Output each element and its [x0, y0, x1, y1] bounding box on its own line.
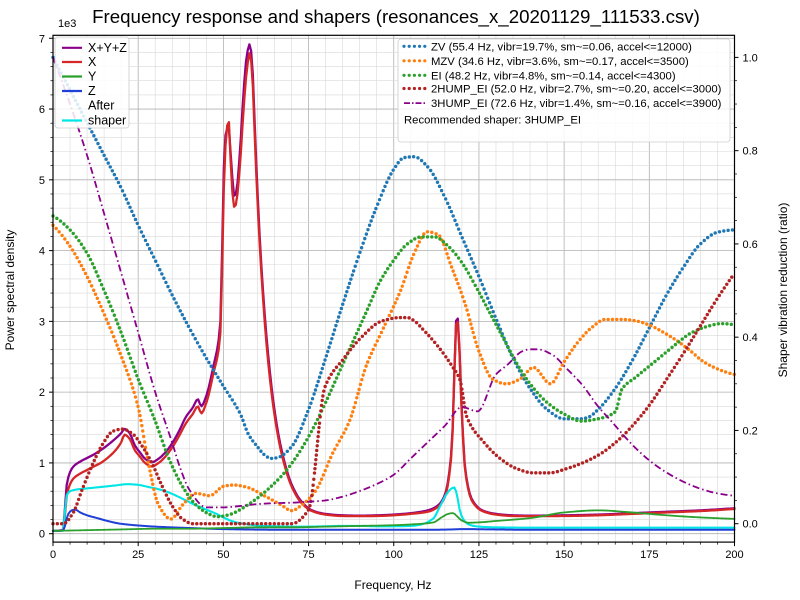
svg-text:3HUMP_EI (72.6 Hz, vibr=1.4%,: 3HUMP_EI (72.6 Hz, vibr=1.4%, sm~=0.16, … [431, 98, 722, 110]
svg-text:Y: Y [88, 70, 97, 84]
svg-text:100: 100 [385, 549, 403, 561]
svg-text:200: 200 [725, 549, 743, 561]
svg-text:0: 0 [50, 549, 56, 561]
svg-text:75: 75 [302, 549, 314, 561]
svg-text:Frequency, Hz: Frequency, Hz [354, 578, 431, 592]
svg-text:4: 4 [39, 246, 45, 258]
svg-text:175: 175 [640, 549, 658, 561]
svg-text:7: 7 [39, 33, 45, 45]
svg-text:25: 25 [132, 549, 144, 561]
svg-text:150: 150 [555, 549, 573, 561]
svg-text:Power spectral density: Power spectral density [3, 230, 17, 351]
svg-text:Z: Z [88, 84, 96, 98]
svg-text:1e3: 1e3 [58, 18, 76, 30]
svg-text:2: 2 [39, 387, 45, 399]
svg-text:Frequency response and shapers: Frequency response and shapers (resonanc… [92, 6, 700, 28]
svg-text:0: 0 [39, 529, 45, 541]
svg-text:3: 3 [39, 316, 45, 328]
svg-text:0.2: 0.2 [743, 425, 758, 437]
svg-text:X+Y+Z: X+Y+Z [88, 41, 127, 55]
svg-text:1.0: 1.0 [743, 52, 758, 64]
svg-text:0.6: 0.6 [743, 239, 758, 251]
svg-text:0.0: 0.0 [743, 519, 758, 531]
svg-text:ZV (55.4 Hz, vibr=19.7%, sm~=0: ZV (55.4 Hz, vibr=19.7%, sm~=0.06, accel… [431, 41, 692, 53]
svg-text:125: 125 [470, 549, 488, 561]
svg-text:0.4: 0.4 [743, 332, 758, 344]
svg-text:50: 50 [217, 549, 229, 561]
svg-text:5: 5 [39, 175, 45, 187]
svg-text:After: After [88, 99, 114, 113]
svg-text:1: 1 [39, 458, 45, 470]
svg-text:EI (48.2 Hz, vibr=4.8%, sm~=0.: EI (48.2 Hz, vibr=4.8%, sm~=0.14, accel<… [431, 70, 676, 82]
svg-text:6: 6 [39, 104, 45, 116]
svg-text:Recommended shaper: 3HUMP_EI: Recommended shaper: 3HUMP_EI [404, 115, 581, 127]
svg-text:shaper: shaper [88, 114, 126, 128]
svg-text:X: X [88, 55, 97, 69]
svg-text:MZV (34.6 Hz, vibr=3.6%, sm~=0: MZV (34.6 Hz, vibr=3.6%, sm~=0.17, accel… [431, 56, 689, 68]
svg-text:0.8: 0.8 [743, 146, 758, 158]
svg-text:Shaper vibration reduction (ra: Shaper vibration reduction (ratio) [776, 203, 790, 378]
svg-text:2HUMP_EI (52.0 Hz, vibr=2.7%,: 2HUMP_EI (52.0 Hz, vibr=2.7%, sm~=0.20, … [431, 84, 722, 96]
